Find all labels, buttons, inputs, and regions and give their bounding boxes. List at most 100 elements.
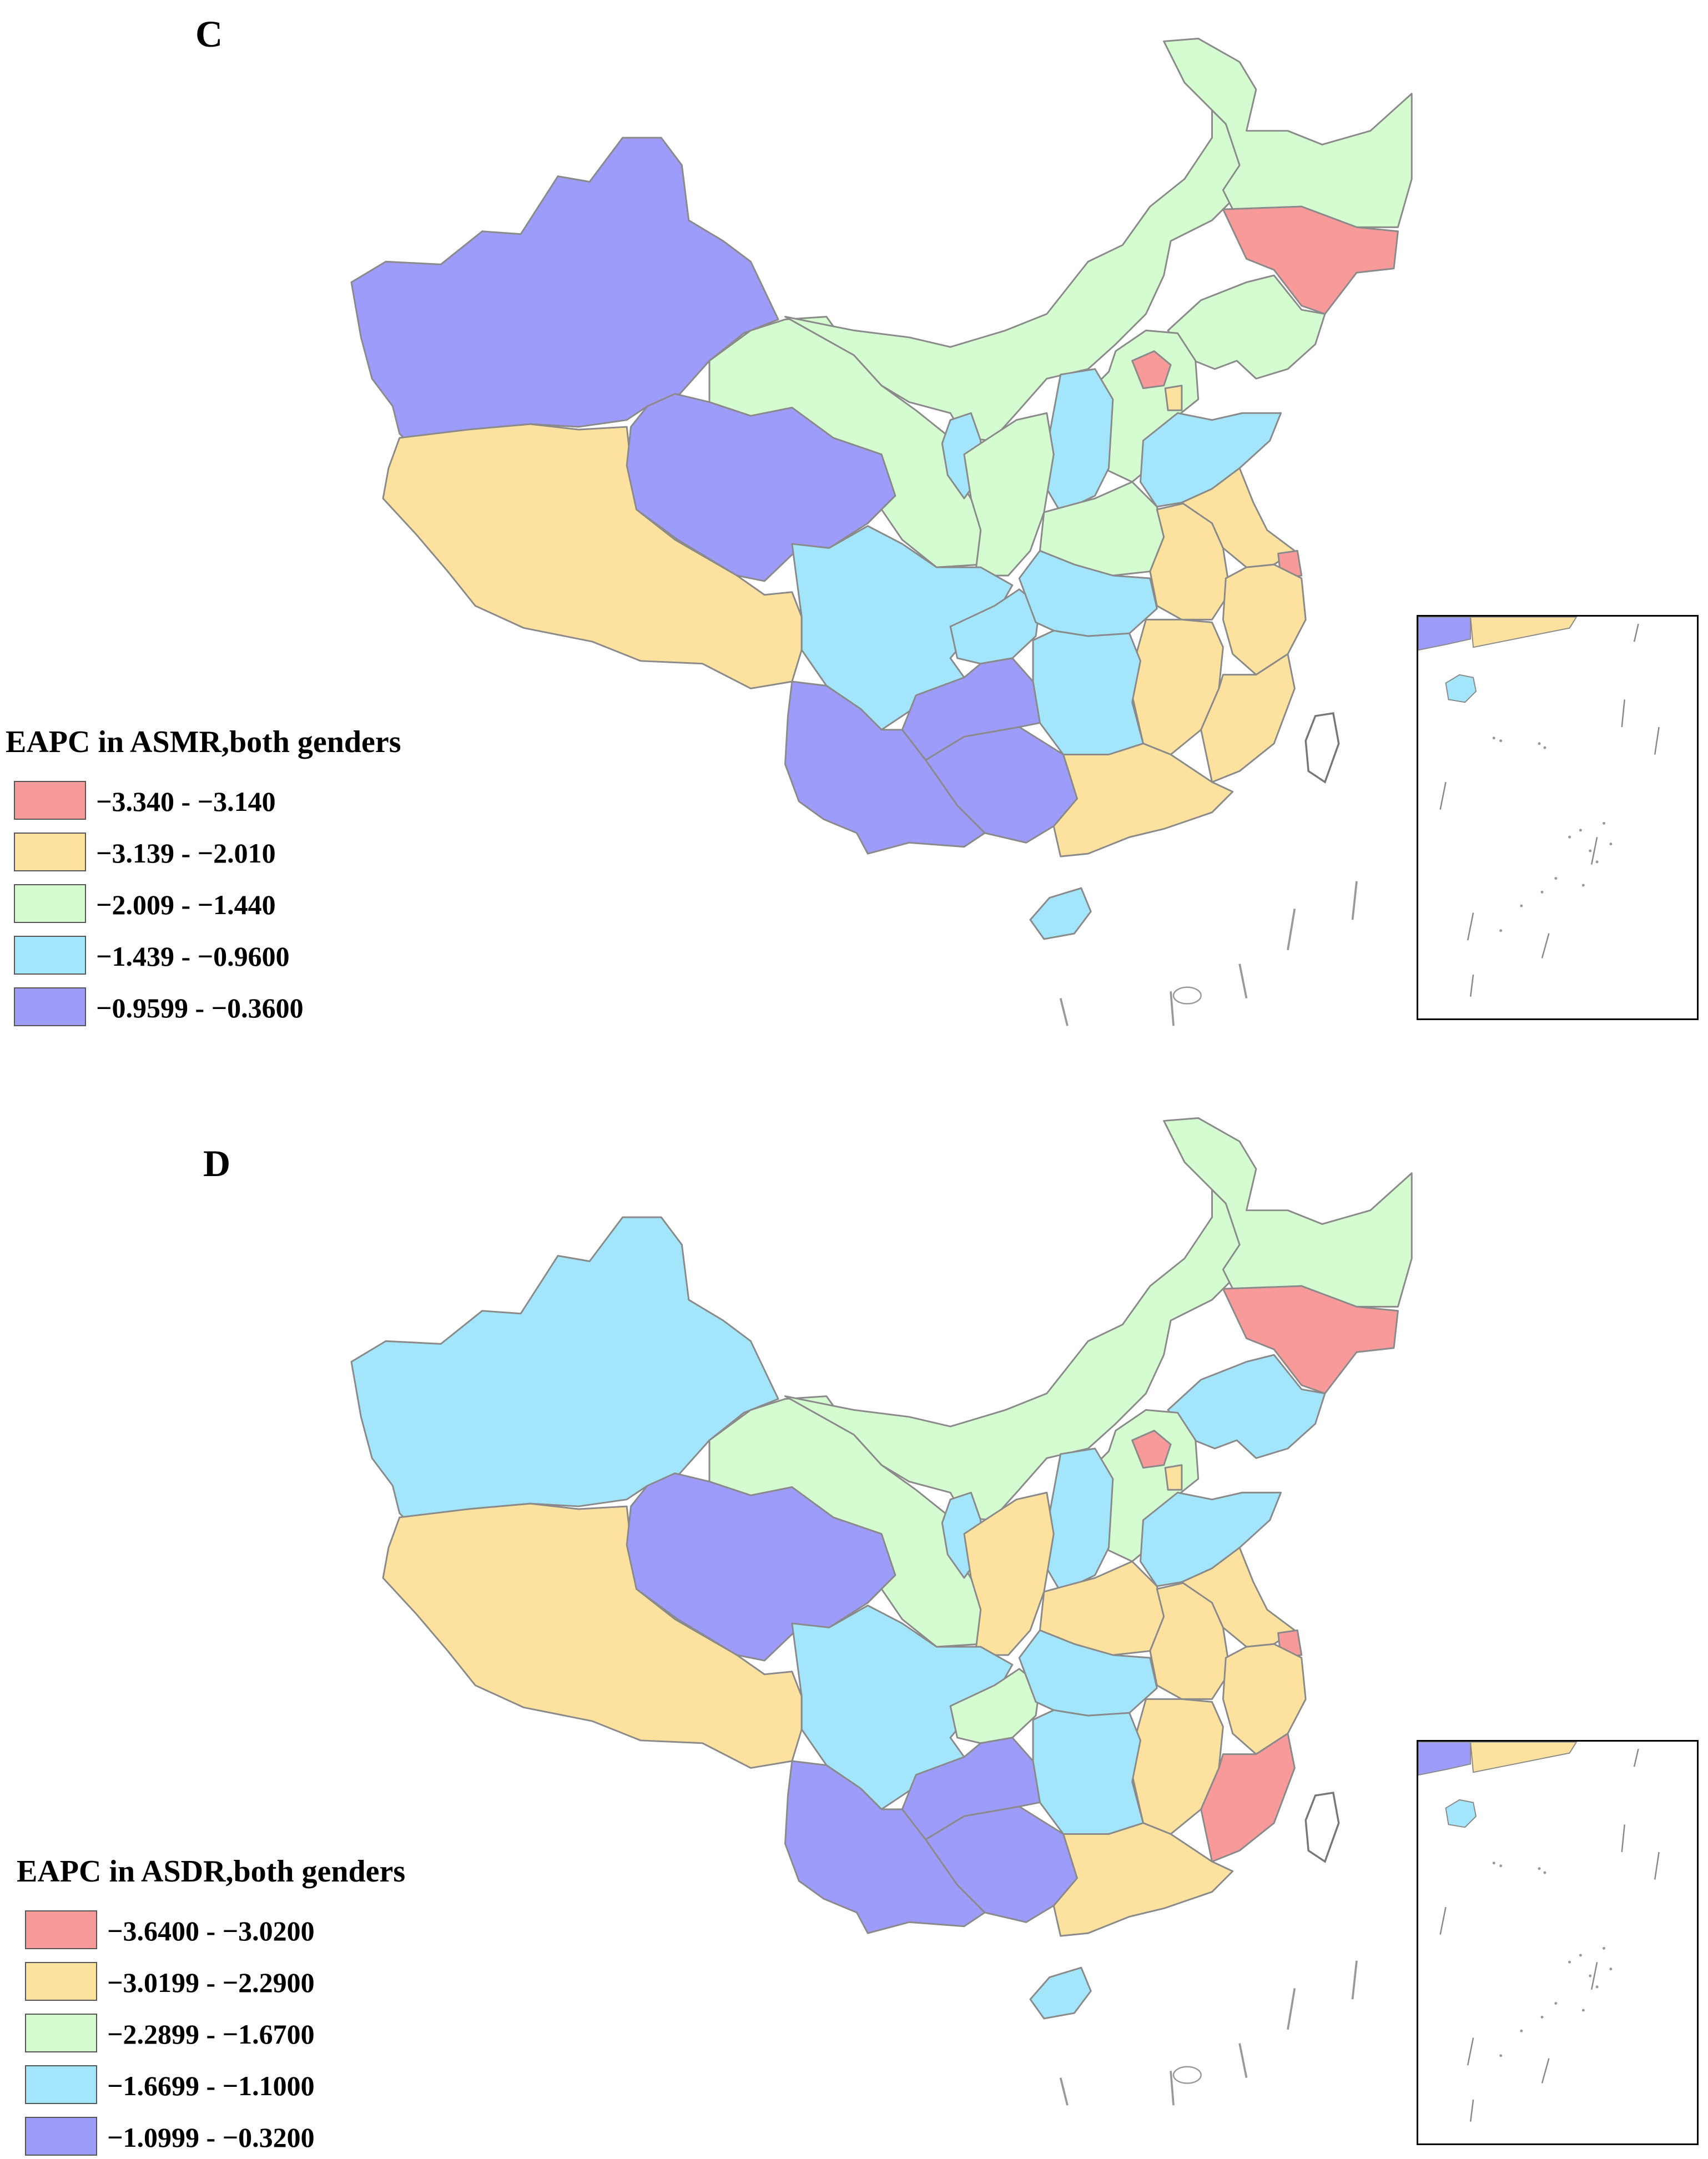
- legend-label: −3.340 - −3.140: [96, 786, 276, 817]
- province-shanxi: [1046, 1447, 1114, 1593]
- legend-label: −3.6400 - −3.0200: [107, 1915, 315, 1946]
- legend-swatch: [25, 1910, 97, 1949]
- inset-island: [1589, 1974, 1592, 1978]
- province-regions: [350, 1117, 1413, 2020]
- inset-island: [1540, 890, 1544, 894]
- inset-guangxi: [1418, 617, 1472, 651]
- inset-island: [1492, 1862, 1495, 1865]
- panel-d: D EAPC in ASDR,both genders −3.6400 - −3…: [0, 1080, 1708, 2159]
- legend-swatch: [14, 833, 86, 871]
- inset-island: [1579, 1954, 1582, 1957]
- legend: EAPC in ASMR,both genders −3.340 - −3.14…: [6, 724, 401, 1026]
- legend-label: −3.139 - −2.010: [96, 838, 276, 869]
- legend-swatch: [14, 781, 86, 820]
- legend-swatch: [25, 2117, 97, 2156]
- inset-island: [1554, 2002, 1558, 2005]
- province-hainan: [1029, 887, 1092, 940]
- province-hubei: [1018, 549, 1158, 637]
- inset-island: [1595, 860, 1599, 864]
- province-liaoning: [1167, 1354, 1326, 1459]
- legend-label: −3.0199 - −2.2900: [107, 1967, 315, 1998]
- inset-boundary-dash: [1654, 727, 1660, 755]
- panel-letter: D: [203, 1142, 231, 1184]
- legend-title: EAPC in ASMR,both genders: [6, 725, 401, 759]
- panel-letter: C: [195, 13, 223, 55]
- boundary-dash: [1059, 2077, 1069, 2106]
- province-guangdong: [1052, 1822, 1234, 1937]
- inset-boundary-dash: [1541, 2058, 1550, 2084]
- province-zhejiang: [1222, 563, 1307, 676]
- province-heilongjiang: [1163, 1117, 1413, 1308]
- legend-title: EAPC in ASDR,both genders: [17, 1854, 406, 1889]
- province-shaanxi: [963, 412, 1055, 577]
- inset-island: [1543, 746, 1546, 749]
- legend-swatch: [14, 936, 86, 975]
- inset-island: [1579, 829, 1582, 832]
- province-hubei: [1018, 1629, 1158, 1717]
- province-yunnan: [784, 1760, 986, 1934]
- inset-map: [1418, 1742, 1660, 2122]
- province-fujian: [1200, 653, 1296, 783]
- inset-boundary-dash: [1654, 1852, 1660, 1880]
- inset-island: [1499, 1864, 1503, 1868]
- panel-c: C EAPC in ASMR,both genders −3.340 - −3.…: [6, 13, 1699, 1026]
- province-heilongjiang: [1163, 37, 1413, 228]
- legend-label: −2.009 - −1.440: [96, 889, 276, 920]
- boundary-dash: [1351, 1960, 1358, 2000]
- boundary-dash: [1238, 2043, 1248, 2078]
- south-china-sea-inset: [1417, 1740, 1699, 2145]
- inset-island: [1603, 1946, 1606, 1950]
- inset-boundary-dash: [1591, 836, 1598, 865]
- inset-island: [1520, 904, 1523, 907]
- province-hunan: [1032, 1709, 1144, 1835]
- inset-boundary-dash: [1439, 1906, 1447, 1935]
- inset-guangxi: [1418, 1742, 1472, 1776]
- inset-island: [1603, 821, 1606, 825]
- legend-swatch: [25, 1962, 97, 2001]
- inset-guangdong: [1470, 1742, 1578, 1773]
- boundary-dash: [1170, 2071, 1175, 2106]
- china-map: [350, 37, 1413, 1026]
- inset-hainan: [1445, 1799, 1477, 1828]
- inset-map: [1418, 617, 1660, 997]
- inset-island: [1540, 2015, 1544, 2019]
- province-shandong: [1140, 412, 1282, 508]
- inset-island: [1554, 877, 1558, 880]
- province-tianjin: [1164, 1464, 1183, 1491]
- inset-island: [1609, 843, 1613, 846]
- inset-hainan: [1445, 674, 1477, 703]
- boundary-dash: [1059, 998, 1069, 1026]
- province-regions: [350, 37, 1413, 940]
- inset-island: [1595, 1985, 1599, 1989]
- inset-island: [1538, 742, 1541, 745]
- province-hunan: [1032, 629, 1144, 756]
- inset-boundary-dash: [1469, 974, 1474, 997]
- inset-boundary-dash: [1621, 1824, 1625, 1853]
- inset-boundary-dash: [1439, 781, 1447, 810]
- legend-swatch: [25, 2065, 97, 2104]
- province-jilin: [1222, 205, 1399, 315]
- inset-guangdong: [1470, 617, 1578, 648]
- inset-boundary-dash: [1467, 2037, 1474, 2066]
- china-map: [350, 1117, 1413, 2106]
- inset-island: [1609, 1968, 1613, 1971]
- legend-label: −1.0999 - −0.3200: [107, 2122, 315, 2153]
- island-outline: [1172, 2066, 1202, 2084]
- inset-island: [1499, 929, 1503, 932]
- inset-island: [1581, 884, 1585, 887]
- inset-boundary-dash: [1633, 1748, 1639, 1767]
- inset-island: [1520, 2029, 1523, 2032]
- province-taiwan: [1304, 1792, 1340, 1863]
- boundary-dash: [1287, 909, 1296, 951]
- inset-island: [1499, 739, 1503, 743]
- province-liaoning: [1167, 274, 1326, 380]
- province-tianjin: [1164, 385, 1183, 411]
- inset-island: [1568, 835, 1571, 839]
- province-fujian: [1200, 1732, 1296, 1863]
- boundary-dash: [1170, 991, 1175, 1026]
- province-jilin: [1222, 1285, 1399, 1395]
- inset-island: [1538, 1867, 1541, 1870]
- province-yunnan: [784, 680, 986, 855]
- province-shandong: [1140, 1491, 1282, 1587]
- legend-label: −2.2899 - −1.6700: [107, 2019, 315, 2050]
